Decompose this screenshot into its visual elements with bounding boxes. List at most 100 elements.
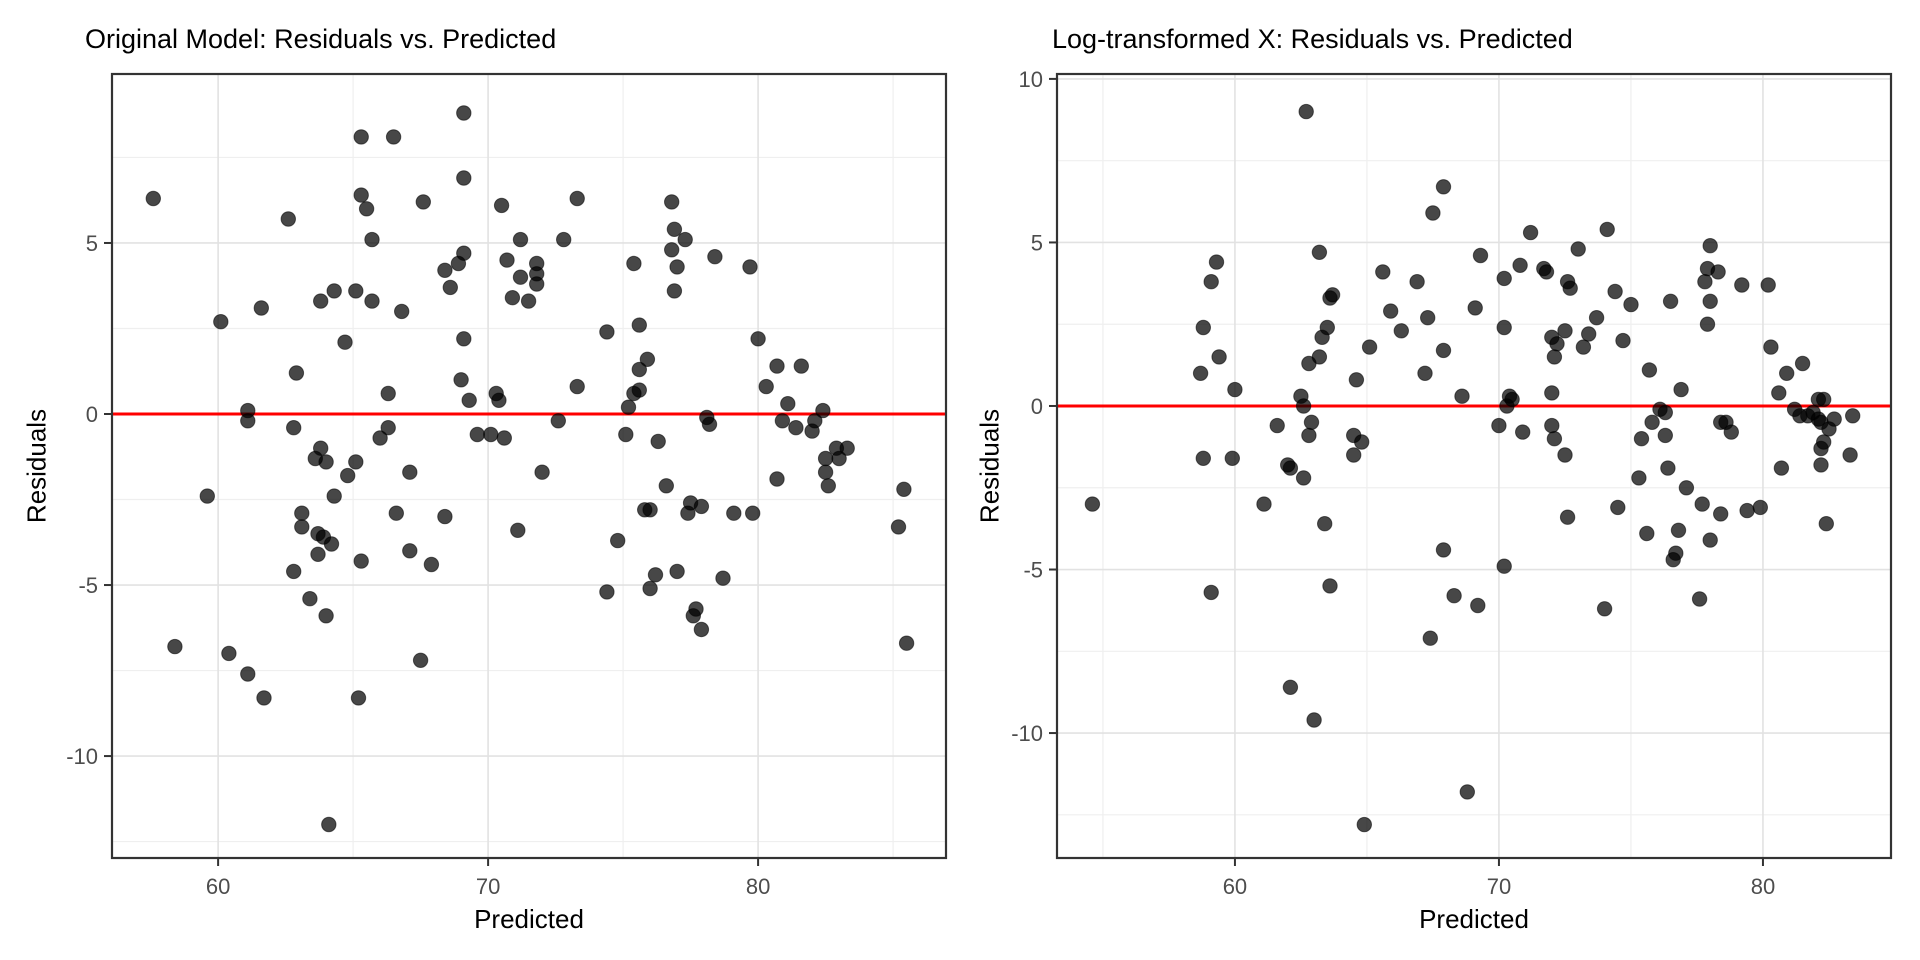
data-point [664, 242, 680, 258]
points-layer [145, 105, 915, 833]
data-point [491, 392, 507, 408]
data-point [288, 365, 305, 381]
data-point [499, 252, 515, 268]
y-tick-label: 0 [86, 402, 98, 427]
data-point [280, 211, 296, 227]
data-point [412, 652, 429, 668]
data-point [1702, 238, 1718, 254]
data-point [1570, 241, 1586, 257]
data-point [817, 464, 834, 480]
data-point [745, 505, 761, 521]
data-point [1538, 264, 1555, 280]
data-point [402, 464, 418, 480]
data-point [483, 426, 499, 443]
data-point [1227, 381, 1243, 398]
x-tick-label: 70 [1487, 874, 1511, 899]
data-point [610, 532, 626, 549]
data-point [1195, 450, 1212, 466]
data-point [469, 426, 485, 443]
data-point [394, 303, 410, 320]
y-tick-label: -10 [1011, 721, 1043, 746]
data-point [1544, 417, 1560, 434]
data-point [780, 396, 796, 412]
data-point [1633, 431, 1650, 447]
data-point [1562, 280, 1578, 296]
data-point [599, 584, 615, 600]
data-point [286, 420, 302, 436]
data-point [145, 190, 162, 207]
data-point [804, 423, 820, 439]
data-point [1354, 434, 1370, 450]
data-point [512, 231, 529, 248]
y-tick-label: 5 [86, 231, 98, 256]
panel-background [112, 74, 946, 858]
data-point [529, 276, 545, 292]
data-point [1763, 339, 1779, 355]
data-point [456, 105, 472, 121]
data-point [1409, 274, 1425, 290]
data-point [1557, 323, 1573, 339]
data-point [693, 498, 710, 515]
data-point [1691, 591, 1708, 607]
data-point [1657, 404, 1674, 421]
data-point [240, 413, 256, 429]
data-point [1779, 365, 1795, 381]
x-tick-label: 60 [206, 874, 230, 899]
data-point [693, 621, 710, 638]
x-tick-label: 80 [1751, 874, 1775, 899]
data-point [240, 666, 256, 682]
data-point [353, 129, 369, 145]
data-point [618, 426, 634, 443]
data-point [213, 314, 229, 330]
data-point [1346, 447, 1362, 463]
y-tick-label: -5 [1023, 558, 1043, 583]
data-point [294, 519, 310, 535]
data-point [1710, 264, 1726, 280]
data-point [1348, 372, 1365, 388]
data-point [340, 467, 356, 484]
data-point [534, 464, 550, 480]
data-point [1301, 355, 1317, 372]
data-point [769, 358, 785, 374]
data-point [769, 471, 785, 487]
data-point [1794, 355, 1811, 372]
data-point [1361, 339, 1378, 355]
data-point [1425, 205, 1441, 221]
data-point [437, 508, 453, 525]
data-point [1454, 388, 1470, 404]
data-point [385, 129, 402, 145]
data-point [1195, 319, 1212, 336]
data-point [326, 488, 342, 504]
data-point [642, 502, 658, 518]
panel-border [1055, 72, 1893, 860]
data-point [456, 331, 472, 347]
data-point [1295, 398, 1312, 414]
data-point [323, 536, 340, 552]
data-point [348, 283, 364, 299]
data-point [380, 420, 396, 436]
data-point [1544, 385, 1560, 401]
data-point [1301, 427, 1317, 444]
data-point [788, 420, 804, 436]
data-point [253, 300, 269, 316]
data-point [520, 293, 537, 309]
x-tick-label: 60 [1223, 874, 1247, 899]
data-point [1317, 516, 1333, 532]
y-tick-label: 5 [1031, 230, 1043, 255]
data-point [1491, 417, 1507, 434]
left-plot-title: Original Model: Residuals vs. Predicted [85, 24, 557, 54]
data-point [372, 430, 388, 446]
x-tick-label: 80 [746, 874, 770, 899]
data-point [1821, 421, 1837, 437]
right-x-axis-label: Predicted [1419, 904, 1529, 934]
data-point [1607, 283, 1623, 300]
data-point [1752, 499, 1769, 516]
data-point [1842, 447, 1858, 463]
data-point [380, 385, 396, 402]
data-point [1673, 381, 1689, 398]
data-point [1383, 303, 1399, 319]
data-point [1295, 470, 1312, 486]
data-point [626, 385, 642, 402]
data-point [1771, 385, 1787, 401]
